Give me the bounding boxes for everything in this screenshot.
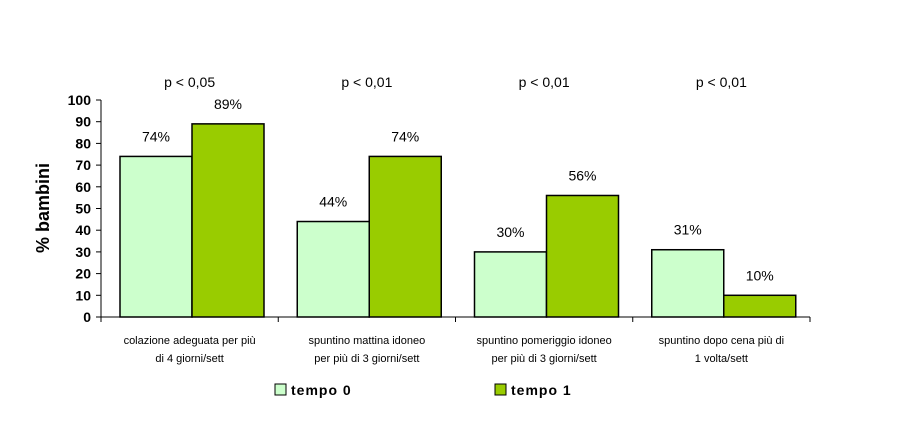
data-label: 31% — [674, 222, 702, 238]
legend-label: tempo 1 — [511, 382, 572, 398]
data-label: 74% — [391, 128, 419, 144]
p-value-annotation: p < 0,01 — [341, 74, 392, 90]
x-category-label: spuntino dopo cena più di — [659, 335, 784, 347]
y-tick-label: 0 — [83, 309, 91, 325]
legend-label: tempo 0 — [291, 382, 352, 398]
y-tick-label: 20 — [75, 266, 91, 282]
bar-tempo-1-3 — [545, 194, 620, 318]
x-category-label: 1 volta/sett — [695, 353, 748, 365]
data-label: 56% — [568, 167, 596, 183]
x-category-label: di 4 giorni/sett — [155, 353, 223, 365]
p-value-annotation: p < 0,01 — [696, 74, 747, 90]
bar-tempo-1-2 — [368, 155, 442, 318]
data-label: 89% — [214, 96, 242, 112]
bar-tempo-0-4 — [651, 248, 725, 318]
x-category-label: spuntino pomeriggio idoneo — [477, 335, 612, 347]
legend-swatch — [274, 383, 287, 396]
y-tick-label: 30 — [75, 244, 91, 260]
x-category-label: colazione adeguata per più — [124, 335, 256, 347]
data-label: 10% — [746, 267, 774, 283]
bar-tempo-0-3 — [473, 251, 548, 318]
data-label: 30% — [496, 224, 524, 240]
x-category-label: per più di 3 giorni/sett — [314, 353, 419, 365]
y-tick-label: 90 — [75, 114, 91, 130]
y-tick-label: 70 — [75, 157, 91, 173]
data-label: 74% — [142, 128, 170, 144]
y-tick-label: 80 — [75, 135, 91, 151]
bar-tempo-0-2 — [296, 220, 370, 318]
y-tick-label: 10 — [75, 287, 91, 303]
data-label: 44% — [319, 194, 347, 210]
bar-tempo-1-4 — [723, 294, 797, 318]
legend-swatch — [494, 383, 507, 396]
x-category-label: per più di 3 giorni/sett — [492, 353, 597, 365]
x-category-label: spuntino mattina idoneo — [308, 335, 425, 347]
y-tick-label: 50 — [75, 201, 91, 217]
y-tick-label: 40 — [75, 222, 91, 238]
bar-tempo-0-1 — [119, 155, 193, 318]
y-axis-title: % bambini — [33, 163, 53, 253]
y-tick-label: 100 — [68, 92, 92, 108]
bar-tempo-1-1 — [191, 123, 265, 318]
p-value-annotation: p < 0,05 — [164, 74, 215, 90]
y-tick-label: 60 — [75, 179, 91, 195]
p-value-annotation: p < 0,01 — [519, 74, 570, 90]
